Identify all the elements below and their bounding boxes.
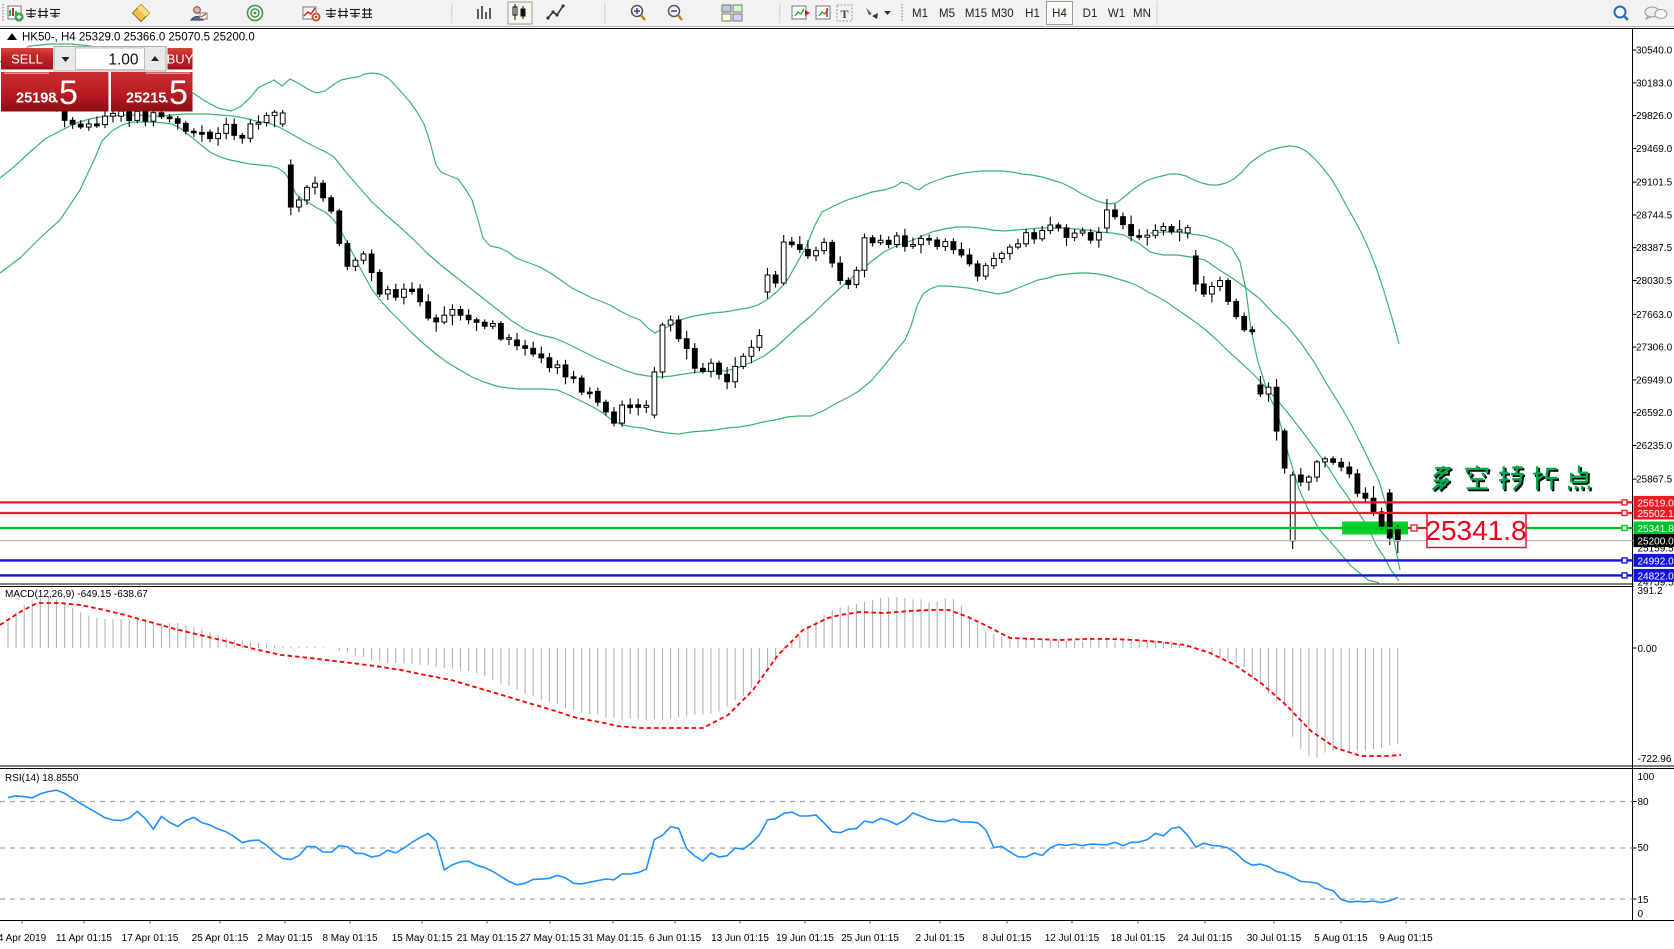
svg-text:27 May 01:15: 27 May 01:15 bbox=[520, 933, 581, 944]
svg-text:25341.8: 25341.8 bbox=[1425, 515, 1526, 546]
svg-text:BUY: BUY bbox=[167, 52, 194, 67]
svg-text:11 Apr 01:15: 11 Apr 01:15 bbox=[56, 933, 112, 944]
svg-text:26235.0: 26235.0 bbox=[1636, 441, 1673, 452]
svg-text:27663.0: 27663.0 bbox=[1636, 310, 1673, 321]
svg-text:SELL: SELL bbox=[11, 52, 43, 67]
svg-text:30540.0: 30540.0 bbox=[1636, 46, 1673, 57]
svg-text:D1: D1 bbox=[1083, 8, 1098, 20]
svg-text:25 Jun 01:15: 25 Jun 01:15 bbox=[841, 933, 899, 944]
svg-text:2 May 01:15: 2 May 01:15 bbox=[257, 933, 312, 944]
svg-text:13 Jun 01:15: 13 Jun 01:15 bbox=[711, 933, 769, 944]
svg-text:100: 100 bbox=[1638, 772, 1655, 783]
svg-text:W1: W1 bbox=[1108, 8, 1125, 20]
svg-text:30183.0: 30183.0 bbox=[1636, 78, 1673, 89]
svg-text:9 Aug 01:15: 9 Aug 01:15 bbox=[1379, 933, 1433, 944]
svg-text:8 May 01:15: 8 May 01:15 bbox=[322, 933, 377, 944]
svg-text:19 Jun 01:15: 19 Jun 01:15 bbox=[776, 933, 834, 944]
svg-text:29101.5: 29101.5 bbox=[1636, 178, 1673, 189]
svg-text:25198: 25198 bbox=[16, 91, 56, 107]
svg-text:25 Apr 01:15: 25 Apr 01:15 bbox=[192, 933, 249, 944]
svg-text:5: 5 bbox=[169, 74, 188, 112]
svg-text:M5: M5 bbox=[939, 8, 955, 20]
svg-text:M30: M30 bbox=[991, 8, 1013, 20]
svg-text:5: 5 bbox=[59, 74, 78, 112]
svg-text:25159.5: 25159.5 bbox=[1638, 544, 1674, 555]
svg-text:27306.0: 27306.0 bbox=[1636, 343, 1673, 354]
svg-text:.: . bbox=[55, 91, 59, 107]
svg-text:80: 80 bbox=[1638, 797, 1650, 808]
svg-text:6 Jun 01:15: 6 Jun 01:15 bbox=[649, 933, 702, 944]
svg-text:M15: M15 bbox=[965, 8, 987, 20]
svg-text:391.2: 391.2 bbox=[1638, 586, 1663, 597]
svg-text:15: 15 bbox=[1638, 895, 1650, 906]
svg-text:8 Jul 01:15: 8 Jul 01:15 bbox=[983, 933, 1032, 944]
svg-text:RSI(14) 18.8550: RSI(14) 18.8550 bbox=[5, 773, 79, 784]
svg-text:26949.0: 26949.0 bbox=[1636, 375, 1673, 386]
svg-text:MN: MN bbox=[1133, 8, 1151, 20]
svg-text:25200.0: 25200.0 bbox=[1638, 537, 1674, 548]
svg-text:1.00: 1.00 bbox=[108, 52, 139, 69]
svg-text:31 May 01:15: 31 May 01:15 bbox=[583, 933, 644, 944]
svg-text:-722.96: -722.96 bbox=[1638, 754, 1672, 765]
svg-text:30 Jul 01:15: 30 Jul 01:15 bbox=[1247, 933, 1302, 944]
svg-text:24 Jul 01:15: 24 Jul 01:15 bbox=[1178, 933, 1233, 944]
svg-text:H4: H4 bbox=[1052, 8, 1067, 20]
svg-text:HK50-, H4 25329.0 25366.0 250: HK50-, H4 25329.0 25366.0 25070.5 25200.… bbox=[22, 32, 255, 44]
svg-text:29826.0: 29826.0 bbox=[1636, 111, 1673, 122]
svg-text:5 Aug 01:15: 5 Aug 01:15 bbox=[1314, 933, 1368, 944]
svg-text:0: 0 bbox=[1638, 909, 1644, 920]
svg-text:25867.5: 25867.5 bbox=[1636, 475, 1673, 486]
svg-text:H1: H1 bbox=[1025, 8, 1040, 20]
svg-text:26592.0: 26592.0 bbox=[1636, 408, 1673, 419]
svg-text:25619.0: 25619.0 bbox=[1638, 498, 1674, 509]
svg-text:15 May 01:15: 15 May 01:15 bbox=[392, 933, 453, 944]
svg-text:50: 50 bbox=[1638, 843, 1650, 854]
svg-text:24992.0: 24992.0 bbox=[1638, 556, 1674, 567]
svg-text:2 Jul 01:15: 2 Jul 01:15 bbox=[916, 933, 965, 944]
svg-text:21 May 01:15: 21 May 01:15 bbox=[457, 933, 518, 944]
svg-text:.: . bbox=[165, 91, 169, 107]
svg-text:24822.0: 24822.0 bbox=[1638, 571, 1674, 582]
svg-text:28030.5: 28030.5 bbox=[1636, 276, 1673, 287]
svg-text:M1: M1 bbox=[912, 8, 928, 20]
svg-text:MACD(12,26,9) -649.15 -638.67: MACD(12,26,9) -649.15 -638.67 bbox=[5, 589, 148, 600]
svg-text:24759.5: 24759.5 bbox=[1638, 578, 1674, 589]
svg-text:18 Jul 01:15: 18 Jul 01:15 bbox=[1111, 933, 1166, 944]
svg-text:25502.1: 25502.1 bbox=[1638, 509, 1674, 520]
svg-text:28744.5: 28744.5 bbox=[1636, 211, 1673, 222]
svg-text:0.00: 0.00 bbox=[1638, 644, 1658, 655]
svg-text:17 Apr 01:15: 17 Apr 01:15 bbox=[122, 933, 179, 944]
svg-text:28387.5: 28387.5 bbox=[1636, 243, 1673, 254]
svg-text:29469.0: 29469.0 bbox=[1636, 144, 1673, 155]
svg-text:25215: 25215 bbox=[126, 91, 166, 107]
svg-text:4 Apr 2019: 4 Apr 2019 bbox=[0, 933, 47, 944]
svg-text:25341.8: 25341.8 bbox=[1638, 524, 1674, 535]
svg-text:T: T bbox=[840, 7, 848, 21]
svg-text:12 Jul 01:15: 12 Jul 01:15 bbox=[1045, 933, 1100, 944]
